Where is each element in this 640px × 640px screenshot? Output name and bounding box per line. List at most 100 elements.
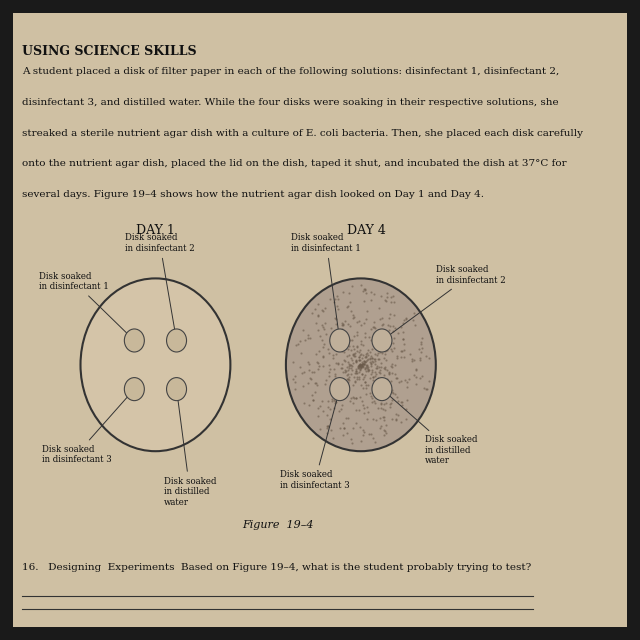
Point [290, 377, 300, 387]
Point [359, 408, 369, 418]
Point [373, 379, 383, 389]
Point [333, 294, 344, 304]
Point [381, 392, 391, 402]
Point [323, 420, 333, 431]
Point [340, 342, 350, 352]
Point [337, 342, 347, 353]
Point [337, 341, 347, 351]
Point [315, 401, 325, 411]
Point [342, 370, 352, 380]
Text: Disk soaked
in disinfectant 3: Disk soaked in disinfectant 3 [42, 391, 132, 464]
Point [351, 355, 362, 365]
Point [362, 361, 372, 371]
Point [318, 351, 328, 361]
Point [367, 367, 377, 377]
Point [360, 370, 370, 380]
Point [325, 364, 335, 374]
Point [360, 351, 371, 362]
Point [387, 358, 397, 369]
Point [325, 413, 335, 424]
Point [355, 345, 365, 355]
Point [369, 321, 380, 332]
Text: A student placed a disk of filter paper in each of the following solutions: disi: A student placed a disk of filter paper … [22, 67, 559, 76]
Point [344, 359, 354, 369]
Point [375, 345, 385, 355]
Point [396, 346, 406, 356]
Point [385, 308, 396, 319]
Point [344, 360, 355, 371]
Point [337, 358, 347, 369]
Point [363, 380, 373, 390]
Point [381, 420, 392, 430]
Point [355, 360, 365, 370]
Point [341, 378, 351, 388]
Point [356, 358, 367, 369]
Point [369, 328, 380, 339]
Point [348, 310, 358, 321]
Point [388, 321, 399, 332]
Point [319, 339, 330, 349]
Point [354, 352, 364, 362]
Point [417, 333, 428, 343]
Point [359, 372, 369, 382]
Point [347, 365, 357, 375]
Point [314, 330, 324, 340]
Point [344, 374, 355, 385]
Point [363, 362, 373, 372]
Text: Disk soaked
in disinfectant 1: Disk soaked in disinfectant 1 [39, 272, 132, 339]
Point [347, 438, 357, 448]
Point [358, 339, 369, 349]
Point [356, 369, 367, 379]
Point [333, 359, 344, 369]
Point [338, 367, 348, 377]
Point [405, 349, 415, 359]
Point [330, 396, 340, 406]
Point [318, 360, 328, 371]
Text: Disk soaked
in disinfectant 3: Disk soaked in disinfectant 3 [280, 392, 350, 490]
Point [339, 347, 349, 357]
Circle shape [330, 378, 349, 401]
Point [369, 348, 380, 358]
Point [333, 305, 343, 315]
Point [367, 397, 378, 408]
Point [342, 335, 353, 346]
Point [362, 403, 372, 413]
Point [354, 372, 364, 382]
Point [378, 425, 388, 435]
Point [356, 339, 366, 349]
Point [374, 354, 385, 364]
Point [337, 341, 348, 351]
Point [349, 371, 359, 381]
Point [335, 404, 346, 414]
Point [330, 369, 340, 379]
Point [380, 426, 390, 436]
Point [413, 344, 424, 354]
Point [343, 413, 353, 424]
Text: onto the nutrient agar dish, placed the lid on the dish, taped it shut, and incu: onto the nutrient agar dish, placed the … [22, 159, 567, 168]
Point [317, 342, 328, 352]
Point [354, 316, 364, 326]
Point [342, 301, 353, 312]
Point [332, 301, 342, 311]
Point [317, 306, 328, 316]
Point [323, 396, 333, 406]
Point [353, 363, 364, 373]
Point [380, 362, 390, 372]
Point [416, 347, 426, 357]
Point [372, 364, 382, 374]
Point [365, 357, 375, 367]
Point [369, 317, 379, 327]
Point [288, 373, 298, 383]
Point [402, 396, 412, 406]
Point [332, 319, 342, 329]
Point [329, 403, 339, 413]
Point [307, 307, 317, 317]
Point [387, 346, 397, 356]
Point [358, 425, 368, 435]
Point [328, 364, 339, 374]
Point [307, 390, 317, 400]
Point [338, 320, 348, 330]
Point [374, 329, 384, 339]
Point [371, 342, 381, 353]
Point [323, 344, 333, 355]
